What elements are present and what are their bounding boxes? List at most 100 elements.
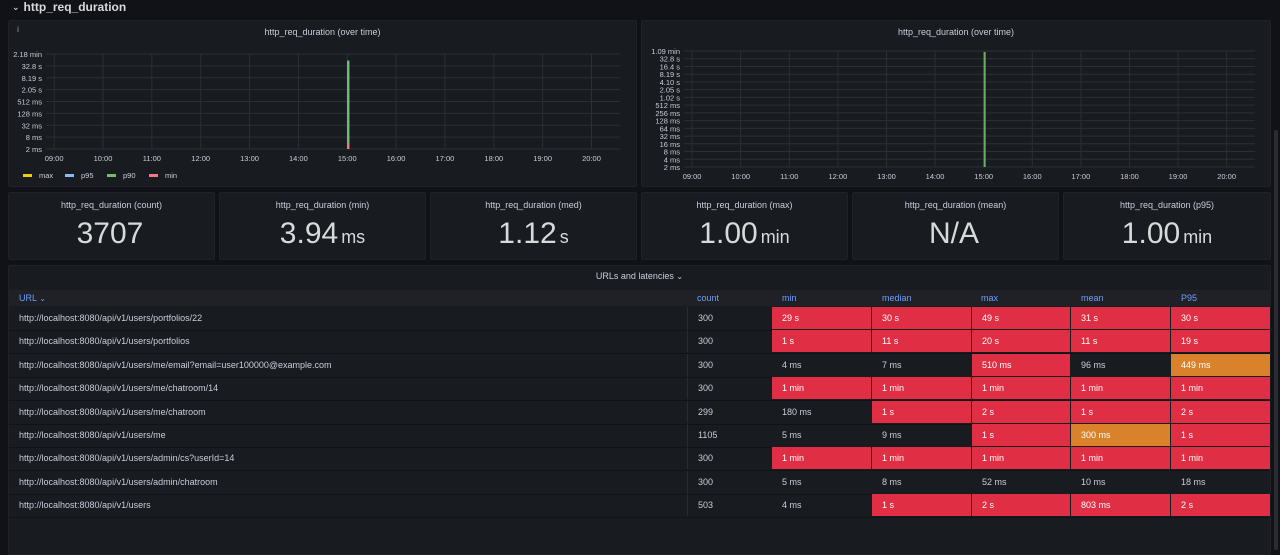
- table-cell-url[interactable]: http://localhost:8080/api/v1/users/admin…: [19, 453, 235, 464]
- table-cell-max: 2 s: [972, 494, 1071, 517]
- x-tick-label: 15:00: [974, 172, 993, 181]
- stat-title: http_req_duration (p95): [1119, 200, 1215, 210]
- x-tick-label: 10:00: [731, 172, 750, 181]
- table-cell-url[interactable]: http://localhost:8080/api/v1/users/me/ch…: [19, 406, 206, 417]
- table-cell-count: 300: [687, 470, 772, 493]
- y-tick-label: 8.19 s: [22, 74, 43, 83]
- table-cell-min: 4 ms: [782, 500, 802, 511]
- x-tick-label: 12:00: [828, 172, 847, 181]
- x-tick-label: 19:00: [533, 154, 552, 163]
- table-cell-mean: 31 s: [1071, 307, 1171, 329]
- stat-number: 3.94: [279, 217, 339, 250]
- table-cell-url[interactable]: http://localhost:8080/api/v1/users/me: [19, 430, 166, 440]
- x-tick-label: 09:00: [45, 154, 64, 163]
- table-cell-count: 300: [687, 353, 772, 376]
- chart-left: 2.18 min 32.8 s 8.19 s 2.05 s 512 ms 128 ms 32…: [13, 50, 620, 180]
- x-tick-label: 20:00: [1217, 172, 1236, 181]
- bar-min: [347, 143, 350, 149]
- table-cell-median: 30 s: [872, 307, 972, 329]
- bar-p90: [347, 60, 350, 149]
- y-tick-label: 256 ms: [655, 109, 680, 118]
- y-tick-label: 16.4 s: [660, 62, 681, 71]
- x-tick-label: 18:00: [1120, 172, 1139, 181]
- table-cell-p95: 2 s: [1171, 494, 1271, 517]
- y-tick-label: 1.09 min: [651, 47, 680, 56]
- column-header-url[interactable]: URL ⌄: [19, 290, 46, 306]
- info-icon[interactable]: i: [17, 25, 19, 34]
- table-cell-max: 52 ms: [982, 476, 1007, 487]
- stat-unit: min: [760, 227, 790, 247]
- table-cell-p95: 449 ms: [1171, 353, 1271, 376]
- stat-title: http_req_duration (mean): [904, 200, 1007, 210]
- chevron-down-icon[interactable]: ⌄: [12, 1, 20, 12]
- table-cell-p95: 1 s: [1171, 424, 1271, 446]
- column-header-min[interactable]: min: [782, 293, 797, 303]
- table-cell-url[interactable]: http://localhost:8080/api/v1/users/admin…: [19, 476, 218, 487]
- x-tick-label: 19:00: [1169, 172, 1188, 181]
- chevron-down-icon[interactable]: ⌄: [676, 272, 684, 281]
- stat-number: 1.12: [498, 217, 557, 250]
- column-header-mean[interactable]: mean: [1081, 293, 1104, 303]
- table-cell-min: 5 ms: [782, 476, 802, 487]
- y-tick-label: 32 ms: [660, 132, 681, 141]
- table-cell-url[interactable]: http://localhost:8080/api/v1/users/portf…: [19, 336, 190, 347]
- y-tick-label: 8 ms: [664, 148, 681, 157]
- y-tick-label: 16 ms: [660, 140, 681, 149]
- column-header-median[interactable]: median: [882, 293, 912, 303]
- row-header[interactable]: ⌄ http_req_duration: [12, 0, 126, 14]
- column-header-p95[interactable]: P95: [1181, 293, 1198, 303]
- legend-swatch: [65, 174, 74, 177]
- table-cell-count: 299: [687, 400, 772, 423]
- table-cell-mean: 1 min: [1071, 377, 1171, 400]
- table-cell-url[interactable]: http://localhost:8080/api/v1/users: [19, 500, 151, 511]
- table-cell-p95: 1 min: [1171, 447, 1271, 470]
- sort-desc-icon[interactable]: ⌄: [39, 294, 46, 303]
- stat-min: http_req_duration (min) 3.94 ms: [219, 192, 426, 260]
- table-cell-median: 1 s: [872, 494, 972, 517]
- y-tick-label: 2 ms: [26, 145, 43, 154]
- table-cell-median: 1 min: [872, 447, 972, 470]
- table-cell-median: 1 s: [872, 400, 972, 423]
- table-row: http://localhost:8080/api/v1/users/me/ch…: [9, 377, 1271, 402]
- legend-swatch: [149, 174, 158, 177]
- table-cell-max: 1 min: [972, 447, 1071, 470]
- x-tick-label: 13:00: [240, 154, 259, 163]
- table-row: http://localhost:8080/api/v1/users/me 110…: [9, 424, 1271, 448]
- stat-number: 1.00: [1121, 217, 1181, 250]
- table-cell-url[interactable]: http://localhost:8080/api/v1/users/portf…: [19, 313, 203, 323]
- table-cell-median: 9 ms: [882, 430, 902, 440]
- table-title-text: URLs and latencies: [595, 271, 674, 281]
- table-cell-median: 11 s: [872, 330, 972, 353]
- table-cell-mean: 300 ms: [1071, 424, 1171, 446]
- chart-panel-right: http_req_duration (over time) 1.09 min 32…: [641, 20, 1271, 187]
- stat-number: 3707: [76, 217, 144, 250]
- table-header: URL ⌄ count min median max mean P95: [9, 290, 1270, 306]
- table-cell-p95: 30 s: [1171, 307, 1271, 329]
- stat-unit: ms: [341, 227, 366, 247]
- table-cell-mean: 11 s: [1071, 330, 1171, 353]
- chart-panel-left: i http_req_duration (over time) 2.18 min…: [8, 20, 637, 187]
- table-panel: URLs and latencies ⌄ URL ⌄ count min med…: [8, 265, 1271, 555]
- scrollbar[interactable]: [1274, 130, 1278, 550]
- stat-value: 3.94 ms: [220, 217, 425, 251]
- table-cell-mean: 10 ms: [1081, 476, 1106, 487]
- table-cell-p95: 19 s: [1171, 330, 1271, 353]
- table-row: http://localhost:8080/api/v1/users/portf…: [9, 307, 1271, 331]
- table-row: http://localhost:8080/api/v1/users/me/em…: [9, 353, 1271, 378]
- table-cell-median: 8 ms: [882, 476, 902, 487]
- table-cell-mean: 1 s: [1071, 400, 1171, 423]
- column-header-count[interactable]: count: [697, 293, 720, 303]
- table-cell-count: 1105: [687, 424, 772, 446]
- stat-value: N/A: [853, 217, 1058, 251]
- table-cell-mean: 96 ms: [1081, 359, 1106, 370]
- table-cell-count: 300: [687, 330, 772, 353]
- y-tick-label: 128 ms: [655, 117, 680, 126]
- y-tick-label: 32.8 s: [660, 55, 681, 64]
- y-tick-label: 2.18 min: [13, 50, 42, 59]
- column-header-max[interactable]: max: [981, 293, 999, 303]
- table-title[interactable]: URLs and latencies ⌄: [9, 271, 1270, 281]
- table-cell-url[interactable]: http://localhost:8080/api/v1/users/me/em…: [19, 359, 332, 370]
- table-cell-url[interactable]: http://localhost:8080/api/v1/users/me/ch…: [19, 383, 219, 394]
- legend-swatch: [23, 174, 32, 177]
- table-cell-min: 1 s: [772, 330, 872, 353]
